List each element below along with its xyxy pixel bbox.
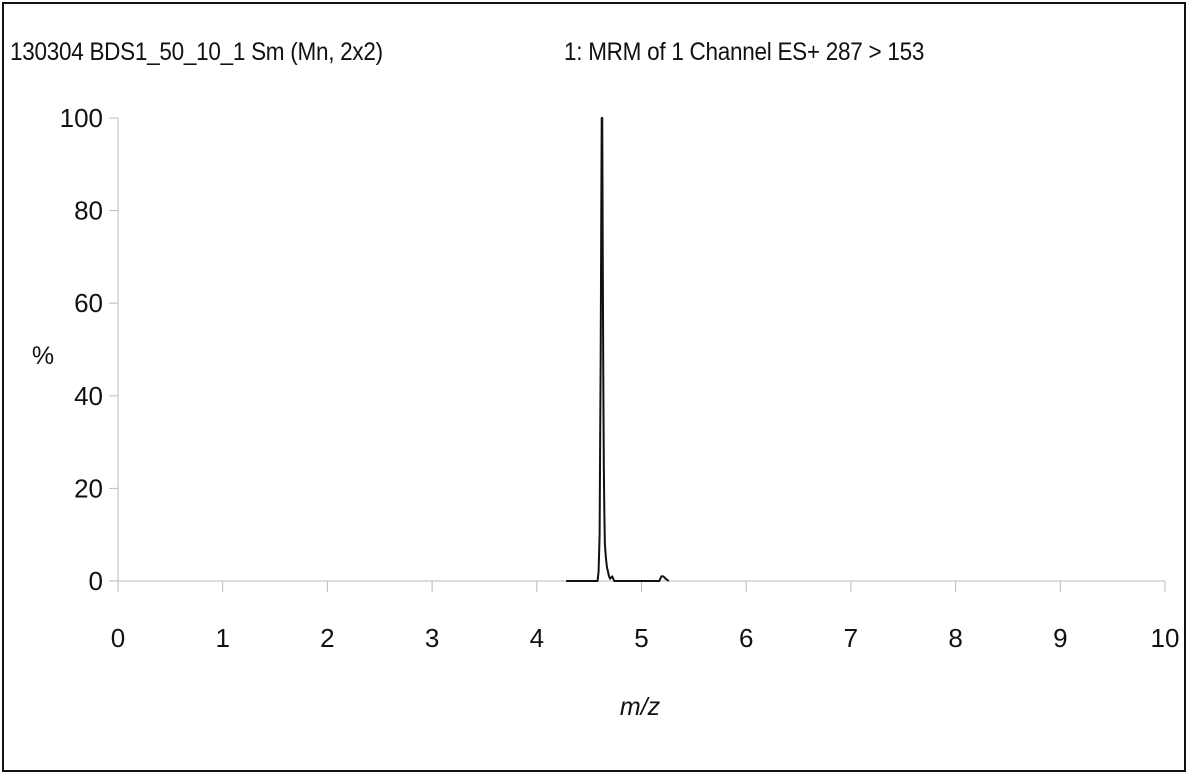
chart-title: 130304 BDS1_50_10_1 Sm (Mn, 2x2) — [10, 38, 383, 66]
x-tick-label: 8 — [948, 623, 962, 653]
x-tick-label: 9 — [1053, 623, 1067, 653]
x-tick-label: 3 — [425, 623, 439, 653]
y-tick-label: 60 — [74, 288, 103, 318]
x-tick-label: 6 — [739, 623, 753, 653]
y-tick-label: 80 — [74, 196, 103, 226]
chart-plot-area — [566, 117, 670, 582]
x-tick-label: 7 — [844, 623, 858, 653]
y-tick-label: 20 — [74, 473, 103, 503]
x-tick-label: 1 — [215, 623, 229, 653]
y-axis-title: % — [32, 342, 54, 370]
x-tick-label: 5 — [634, 623, 648, 653]
x-axis-title: m/z — [620, 693, 661, 721]
x-tick-label: 4 — [530, 623, 544, 653]
y-tick-label: 100 — [60, 103, 103, 133]
y-tick-label: 0 — [89, 566, 103, 596]
y-tick-label: 40 — [74, 381, 103, 411]
x-tick-label: 0 — [111, 623, 125, 653]
chromatogram-trace — [566, 117, 670, 582]
chart-subtitle: 1: MRM of 1 Channel ES+ 287 > 153 — [564, 38, 925, 66]
chart-axes — [117, 118, 1165, 582]
x-tick-label: 2 — [320, 623, 334, 653]
x-tick-label: 10 — [1151, 623, 1180, 653]
